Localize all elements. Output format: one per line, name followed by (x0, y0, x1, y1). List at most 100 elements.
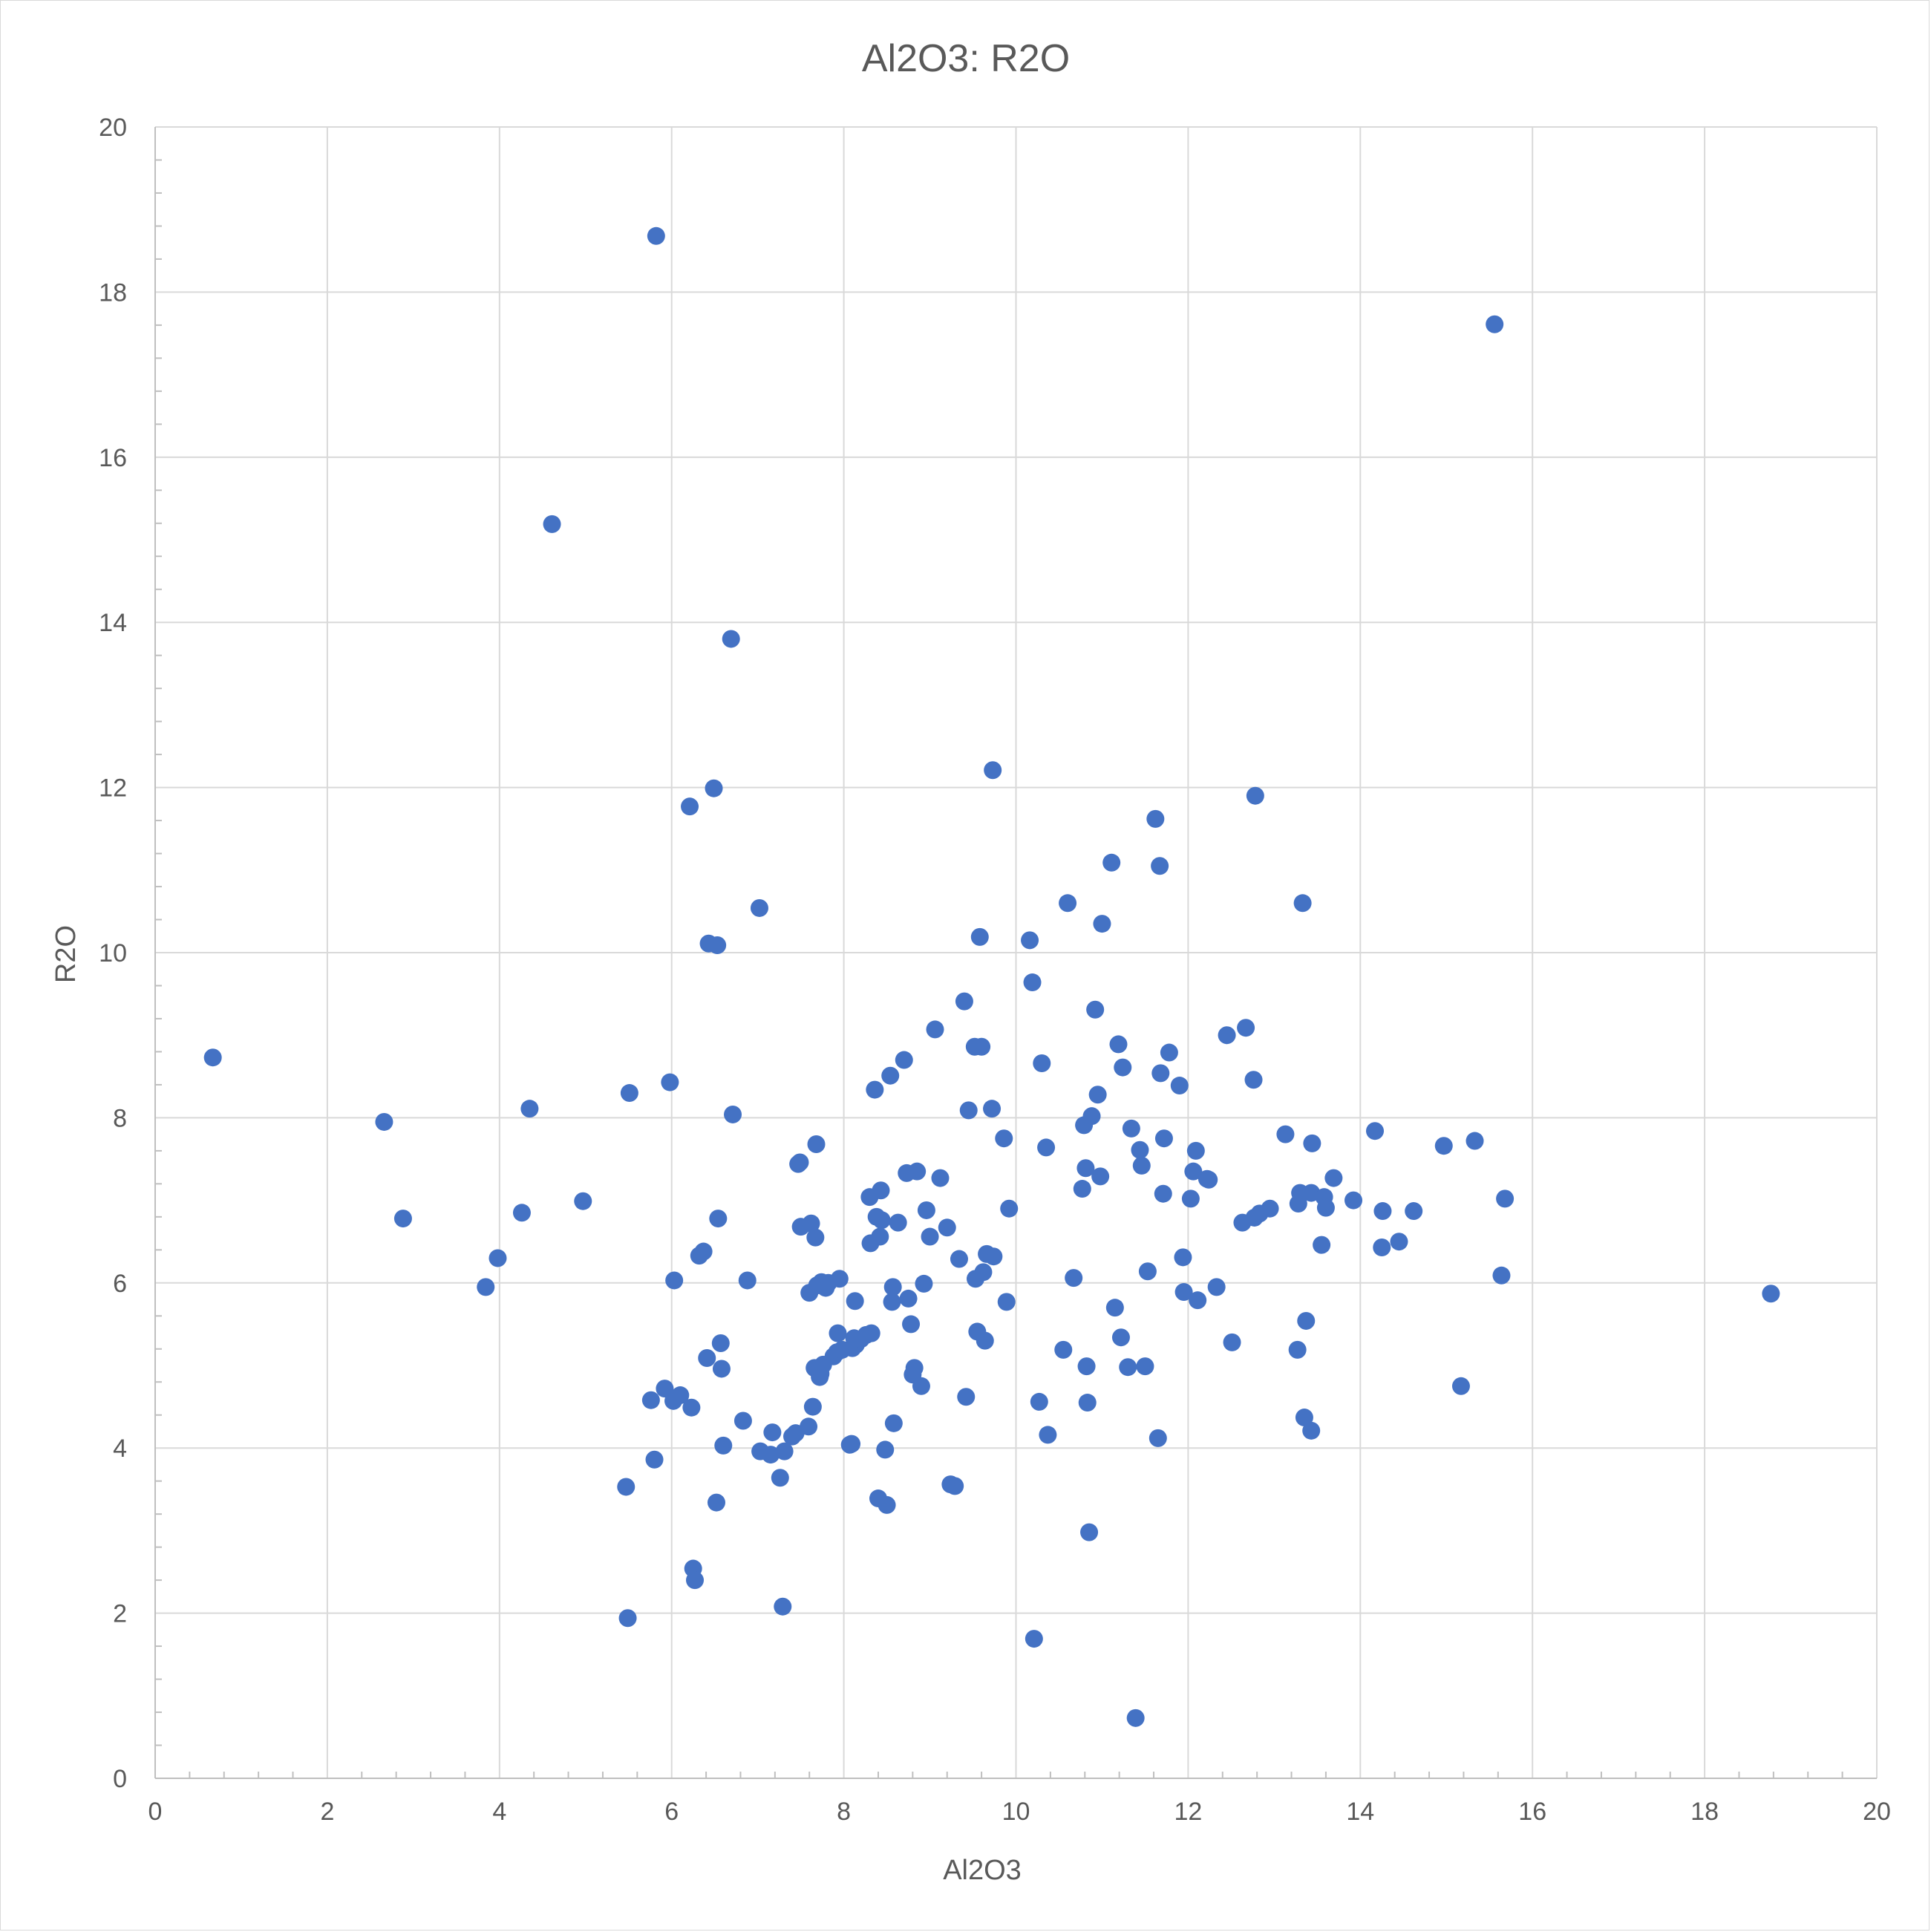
data-point (694, 1242, 713, 1261)
data-point (1261, 1199, 1279, 1218)
data-point (931, 1169, 950, 1187)
data-point (1174, 1283, 1193, 1302)
data-point (1030, 1392, 1048, 1411)
data-point (1122, 1119, 1140, 1138)
data-point (1496, 1189, 1515, 1208)
data-point (905, 1359, 924, 1377)
data-point (878, 1495, 896, 1514)
data-point (1160, 1043, 1178, 1062)
data-point (656, 1380, 674, 1398)
data-point (1023, 973, 1042, 992)
data-point (750, 898, 768, 917)
data-point (1088, 1086, 1107, 1104)
data-point (1109, 1035, 1128, 1054)
chart-title: Al2O3: R2O (862, 37, 1070, 80)
data-point (1451, 1377, 1470, 1395)
data-point (1324, 1169, 1343, 1187)
data-point (1405, 1202, 1423, 1221)
x-tick-label: 12 (1174, 1798, 1202, 1826)
data-point (1151, 857, 1169, 875)
data-point (917, 1201, 935, 1219)
data-point (1207, 1278, 1226, 1296)
data-point (902, 1315, 921, 1334)
data-point (1078, 1394, 1097, 1412)
data-point (957, 1388, 976, 1406)
data-point (872, 1211, 891, 1230)
data-point (1486, 315, 1504, 333)
data-point (203, 1048, 222, 1067)
data-point (393, 1210, 412, 1228)
data-point (682, 1398, 701, 1417)
data-point (908, 1162, 927, 1181)
data-point (1151, 1064, 1170, 1083)
data-point (1111, 1328, 1130, 1347)
data-point (1091, 1167, 1110, 1186)
data-point (574, 1192, 592, 1210)
data-point (711, 1334, 730, 1352)
data-point (1293, 894, 1312, 913)
data-point (762, 1446, 780, 1464)
data-point (884, 1414, 903, 1432)
data-point (955, 992, 973, 1011)
data-point (1316, 1198, 1335, 1217)
data-point (829, 1324, 847, 1342)
data-point (1186, 1141, 1205, 1160)
data-points (203, 226, 1780, 1727)
data-point (733, 1412, 752, 1430)
data-point (1344, 1191, 1363, 1210)
data-point (973, 1037, 991, 1056)
data-point (641, 1391, 660, 1409)
data-point (543, 515, 561, 533)
data-point (1223, 1333, 1241, 1351)
data-point (984, 1247, 1003, 1266)
data-point (1000, 1199, 1019, 1218)
data-point (1054, 1340, 1073, 1359)
data-point (871, 1227, 889, 1246)
data-point (1138, 1262, 1157, 1281)
data-point (1174, 1248, 1192, 1267)
data-point (800, 1417, 818, 1436)
data-point (846, 1292, 864, 1311)
data-point (791, 1153, 809, 1172)
data-point (1082, 1107, 1101, 1126)
data-point (705, 779, 723, 797)
data-point (489, 1249, 507, 1267)
data-point (883, 1278, 902, 1296)
data-point (1114, 1058, 1132, 1077)
y-tick-label: 14 (99, 609, 127, 637)
data-point (1276, 1125, 1295, 1143)
x-tick-label: 6 (664, 1798, 679, 1826)
y-tick-label: 16 (99, 444, 127, 472)
y-axis-label: R2O (50, 925, 82, 983)
data-point (970, 927, 989, 946)
data-point (707, 1493, 725, 1512)
data-point (708, 936, 727, 954)
y-tick-label: 12 (99, 774, 127, 803)
y-tick-label: 0 (113, 1765, 127, 1793)
data-point (1076, 1159, 1095, 1178)
data-point (1146, 809, 1165, 828)
y-tick-label: 18 (99, 278, 127, 307)
data-point (866, 1080, 884, 1099)
data-point (671, 1386, 690, 1405)
data-point (921, 1227, 939, 1246)
data-point (1025, 1630, 1043, 1648)
data-point (681, 797, 699, 816)
data-point (895, 1051, 913, 1069)
x-tick-label: 0 (148, 1798, 163, 1826)
x-axis-label: Al2O3 (943, 1855, 1022, 1886)
data-point (946, 1477, 964, 1495)
x-tick-label: 16 (1518, 1798, 1546, 1826)
y-tick-label: 20 (99, 114, 127, 142)
data-point (881, 1066, 900, 1085)
data-point (915, 1274, 933, 1293)
y-tick-label: 2 (113, 1600, 127, 1628)
data-point (1119, 1358, 1137, 1377)
data-point (1037, 1138, 1056, 1157)
data-point (926, 1020, 944, 1039)
x-tick-label: 2 (320, 1798, 334, 1826)
data-point (1373, 1238, 1391, 1256)
data-point (984, 761, 1002, 780)
data-point (1302, 1421, 1321, 1440)
